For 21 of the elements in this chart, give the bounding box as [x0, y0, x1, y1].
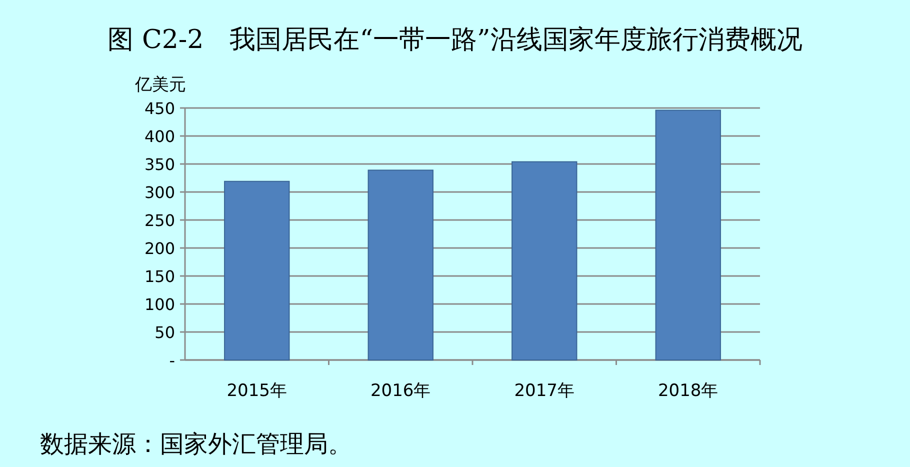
- y-tick-label: 150: [144, 267, 175, 286]
- y-tick-label: 400: [144, 127, 175, 146]
- y-tick-label: 250: [144, 211, 175, 230]
- bar: [224, 180, 290, 360]
- chart-title: 图 C2-2 我国居民在“一带一路”沿线国家年度旅行消费概况: [108, 25, 802, 55]
- x-tick-label: 2016年: [370, 381, 431, 401]
- x-tick-label: 2018年: [658, 381, 718, 401]
- y-tick-label: 50: [154, 323, 175, 342]
- y-tick-label: -: [169, 351, 175, 370]
- y-tick-label: 200: [144, 239, 175, 258]
- bar: [655, 110, 721, 360]
- x-tick-label: 2017年: [514, 381, 575, 401]
- y-tick-label: 300: [144, 183, 175, 202]
- x-tick-label: 2015年: [226, 381, 288, 401]
- y-tick-label: 450: [144, 99, 175, 118]
- bar: [512, 161, 578, 360]
- y-tick-label: 100: [144, 295, 175, 314]
- y-tick-label: 350: [144, 155, 175, 174]
- source-note: 数据来源：国家外汇管理局。: [40, 430, 352, 458]
- bar: [368, 170, 434, 360]
- y-axis-title: 亿美元: [134, 75, 186, 95]
